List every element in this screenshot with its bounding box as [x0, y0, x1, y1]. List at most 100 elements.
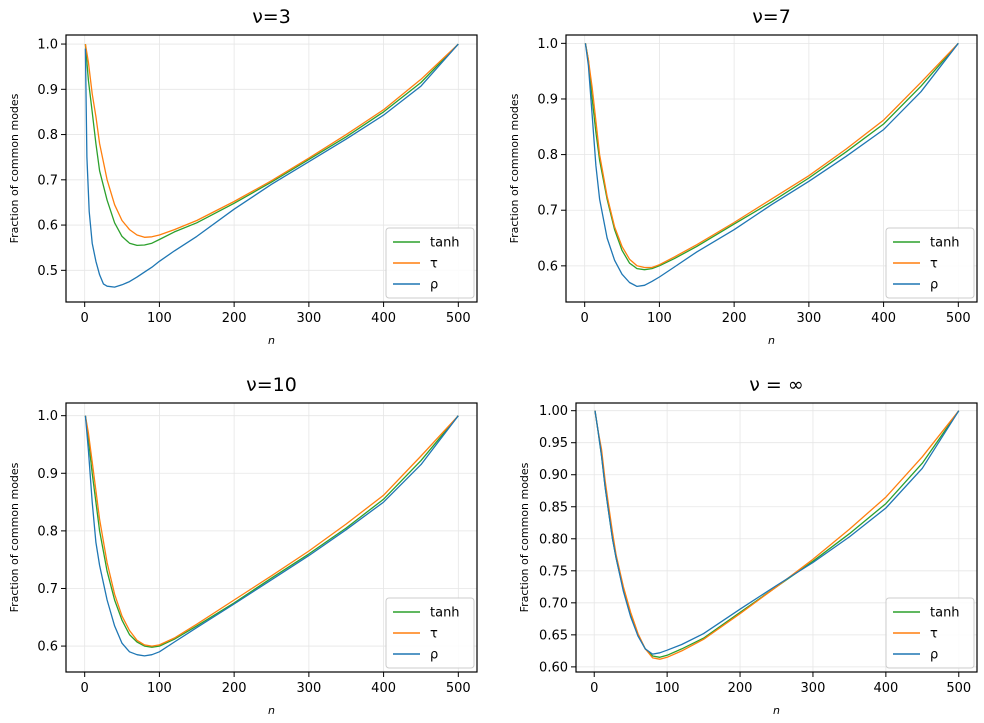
legend-label: ρ — [430, 648, 438, 663]
x-tick-label: 0 — [81, 311, 89, 326]
series-line-tau — [84, 43, 459, 238]
plot-frame — [565, 34, 978, 303]
x-tick-label: 300 — [801, 681, 826, 696]
panel-4: 0 100 200 300 400 500 0.60 0.65 0.70 0.75 0.80 0.85… — [518, 374, 978, 717]
series-line-rho — [84, 415, 459, 657]
legend-label: ρ — [930, 648, 938, 663]
x-tick-label: 400 — [371, 311, 396, 326]
x-tick-label: 400 — [873, 681, 898, 696]
x-axis-label: n — [268, 334, 275, 347]
y-tick-label: 0.8 — [37, 524, 58, 539]
y-tick-label: 0.9 — [537, 92, 558, 107]
y-tick-label: 0.60 — [539, 660, 568, 675]
legend: tanh τρ — [385, 597, 475, 669]
x-tick-label: 300 — [296, 311, 321, 326]
legend-label: τ — [430, 257, 438, 272]
y-tick-label: 0.6 — [537, 259, 558, 274]
legend: tanh τρ — [885, 597, 975, 669]
y-tick-label: 0.9 — [37, 83, 58, 98]
y-tick-label: 0.9 — [37, 467, 58, 482]
legend-box — [385, 597, 475, 669]
series-line-tau — [584, 42, 959, 269]
x-tick-label: 0 — [590, 681, 598, 696]
x-tick-label: 100 — [647, 311, 672, 326]
legend: tanh τρ — [385, 227, 475, 299]
x-axis-label: n — [268, 704, 275, 717]
x-axis-label: n — [773, 704, 780, 717]
series-line-rho — [594, 410, 960, 655]
legend-box — [885, 227, 975, 299]
legend-label: ρ — [930, 278, 938, 293]
legend-box — [885, 597, 975, 669]
legend-label: ρ — [430, 278, 438, 293]
y-tick-label: 0.6 — [37, 219, 58, 234]
x-tick-label: 500 — [446, 681, 471, 696]
legend-label: τ — [930, 627, 938, 642]
panel-title: ν = ∞ — [749, 374, 803, 396]
legend-label: τ — [930, 257, 938, 272]
y-tick-label: 0.80 — [539, 532, 568, 547]
y-tick-label: 0.7 — [37, 173, 58, 188]
x-tick-label: 500 — [446, 311, 471, 326]
y-tick-label: 0.70 — [539, 596, 568, 611]
x-tick-label: 200 — [722, 311, 747, 326]
y-axis-label: Fraction of common modes — [8, 93, 21, 243]
panel-title: ν=10 — [246, 374, 297, 396]
legend-label: tanh — [430, 236, 460, 251]
x-tick-label: 300 — [296, 681, 321, 696]
x-tick-label: 100 — [655, 681, 680, 696]
x-axis-label: n — [768, 334, 775, 347]
y-axis-label: Fraction of common modes — [518, 462, 531, 612]
y-tick-label: 1.0 — [537, 37, 558, 52]
y-tick-label: 0.85 — [539, 500, 568, 515]
y-tick-label: 1.00 — [539, 404, 568, 419]
y-tick-label: 1.0 — [37, 38, 58, 53]
panel-title: ν=7 — [752, 6, 791, 28]
y-tick-label: 0.8 — [537, 148, 558, 163]
series-line-rho — [584, 42, 959, 288]
y-axis-label: Fraction of common modes — [8, 462, 21, 612]
y-tick-label: 0.90 — [539, 468, 568, 483]
y-tick-label: 0.7 — [537, 204, 558, 219]
legend-label: tanh — [930, 606, 960, 621]
panel-3: 0 100 200 300 400 500 0.6 0.7 0.8 0.9 1.0 ν=10 n Frac… — [8, 374, 478, 717]
x-tick-label: 400 — [871, 311, 896, 326]
x-tick-label: 400 — [371, 681, 396, 696]
legend-label: tanh — [430, 606, 460, 621]
legend: tanh τρ — [885, 227, 975, 299]
x-tick-label: 100 — [147, 311, 172, 326]
y-tick-label: 0.7 — [37, 582, 58, 597]
series-line-tau — [84, 415, 459, 647]
series-line-rho — [84, 43, 459, 288]
x-tick-label: 300 — [796, 311, 821, 326]
y-axis-label: Fraction of common modes — [508, 93, 521, 243]
y-tick-label: 1.0 — [37, 409, 58, 424]
series-line-tanh — [84, 43, 459, 247]
y-tick-label: 0.75 — [539, 564, 568, 579]
y-tick-label: 0.6 — [37, 640, 58, 655]
y-tick-label: 0.95 — [539, 436, 568, 451]
series-line-tanh — [584, 42, 959, 271]
y-tick-label: 0.5 — [37, 264, 58, 279]
x-tick-label: 100 — [147, 681, 172, 696]
x-tick-label: 200 — [728, 681, 753, 696]
series-line-tau — [594, 410, 960, 660]
y-tick-label: 0.65 — [539, 628, 568, 643]
panel-2: 0 100 200 300 400 500 0.6 0.7 0.8 0.9 1.0 ν=7 n Fract… — [508, 6, 978, 347]
panel-1: 0 100 200 300 400 500 0.5 0.6 0.7 0.8 0.9 1.0 ν=3 n Fr… — [8, 6, 478, 347]
legend-label: tanh — [930, 236, 960, 251]
plot-frame — [575, 402, 978, 673]
panel-title: ν=3 — [252, 6, 291, 28]
plot-frame — [65, 402, 478, 673]
series-line-tanh — [84, 415, 459, 648]
legend-box — [385, 227, 475, 299]
x-tick-label: 200 — [222, 681, 247, 696]
y-tick-label: 0.8 — [37, 128, 58, 143]
plot-frame — [65, 34, 478, 303]
x-tick-label: 0 — [581, 311, 589, 326]
x-tick-label: 200 — [222, 311, 247, 326]
x-tick-label: 500 — [946, 681, 971, 696]
x-tick-label: 500 — [946, 311, 971, 326]
x-tick-label: 0 — [81, 681, 89, 696]
